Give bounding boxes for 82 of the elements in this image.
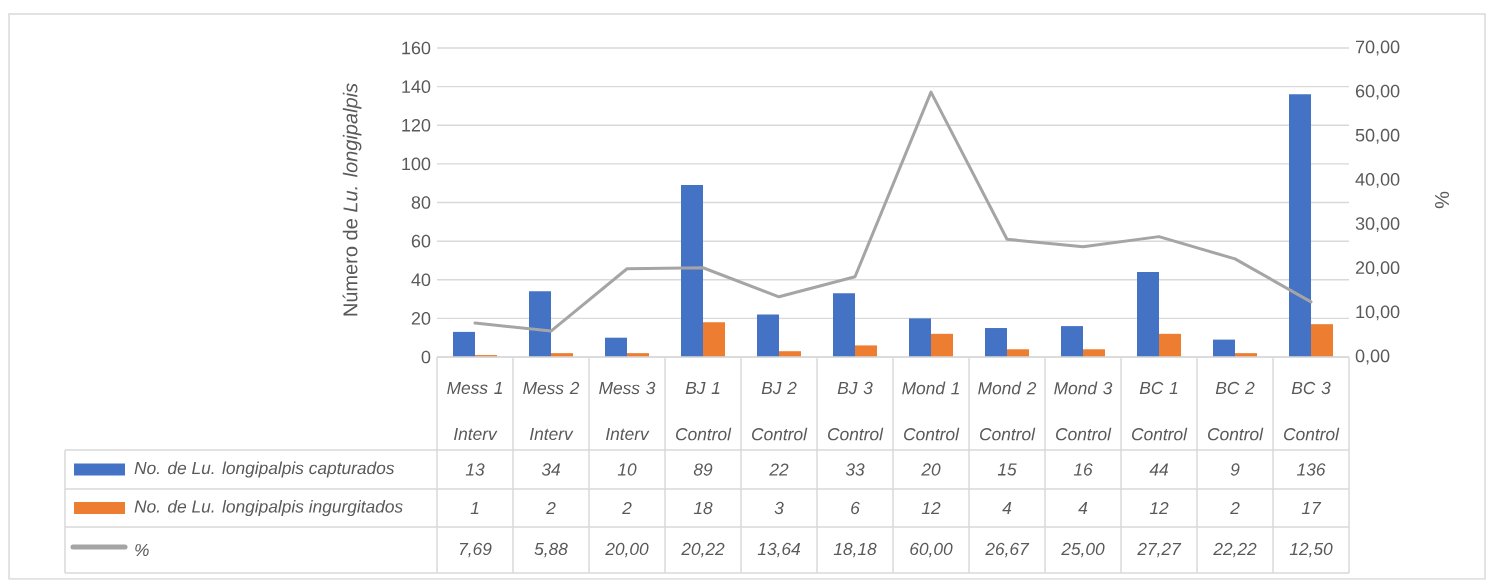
data-label: 20,00 — [605, 542, 649, 558]
y-tick-label: 20 — [411, 312, 431, 325]
data-label: 15 — [997, 463, 1017, 476]
data-label: 60,00 — [910, 542, 953, 558]
y2-tick-label: 50,00 — [1355, 128, 1400, 144]
x-tick-label: Mond 1 — [902, 381, 959, 395]
data-label: 33 — [845, 463, 865, 476]
data-label: 3 — [774, 501, 784, 515]
text: Control — [1056, 427, 1112, 441]
data-label: 16 — [1073, 463, 1093, 476]
legend-label: % — [135, 544, 149, 557]
y2-tick-label: 30,00 — [1355, 217, 1400, 233]
x-tick-label: BC 1 — [1139, 381, 1178, 395]
x-tick-label: BJ 2 — [761, 381, 797, 395]
x-tick-label: Mess 3 — [599, 381, 656, 395]
data-label: 26,67 — [985, 542, 1030, 558]
data-label: 89 — [693, 463, 713, 476]
x-tick-label: BJ 3 — [837, 381, 873, 395]
data-label: 44 — [1149, 463, 1168, 476]
legend-label: No. de Lu. longipalpis capturados — [134, 461, 395, 478]
data-label: 5,88 — [534, 542, 568, 558]
y-tick-label: 140 — [402, 80, 431, 94]
legend-label: No. de Lu. longipalpis ingurgitados — [134, 500, 403, 517]
data-label: 2 — [622, 502, 632, 515]
text: Control — [752, 427, 808, 441]
text: Control — [1208, 427, 1264, 441]
data-label: 18,18 — [833, 542, 877, 558]
text: Interv — [606, 428, 650, 441]
text: Control — [1132, 427, 1188, 441]
y-tick-label: 0 — [421, 350, 431, 364]
data-label: 10 — [617, 463, 637, 476]
y2-tick-label: 0,00 — [1355, 349, 1390, 365]
data-label: 17 — [1301, 502, 1322, 515]
data-label: 12 — [1149, 502, 1169, 515]
data-label: 34 — [541, 463, 560, 476]
data-label: 13,64 — [757, 542, 801, 558]
data-label: 136 — [1296, 463, 1326, 476]
x-tick-label: BJ 1 — [685, 382, 720, 395]
data-label: 20 — [921, 463, 941, 476]
text: Control — [904, 427, 960, 441]
y2-tick-label: 40,00 — [1355, 173, 1400, 188]
y2-axis-title: % — [1435, 191, 1449, 209]
text: Control — [980, 427, 1036, 441]
text: Control — [1284, 427, 1340, 441]
text: Control — [828, 427, 884, 441]
text: Interv — [454, 428, 498, 441]
data-label: 2 — [1230, 502, 1240, 515]
data-label: 22,22 — [1213, 542, 1257, 558]
data-label: 6 — [851, 501, 860, 515]
y2-tick-label: 20,00 — [1355, 261, 1400, 277]
data-label: 12,50 — [1289, 542, 1333, 558]
data-label: 9 — [1230, 463, 1240, 476]
data-label: 7,69 — [459, 542, 492, 558]
y-axis-title: Número de Lu. longipalpis — [342, 83, 362, 316]
data-label: 20,22 — [681, 542, 725, 558]
y-tick-label: 80 — [411, 196, 431, 209]
data-label: 1 — [470, 502, 479, 515]
y2-tick-label: 60,00 — [1355, 84, 1400, 100]
data-label: 27,27 — [1137, 542, 1182, 558]
data-label: 2 — [546, 502, 556, 515]
x-tick-label: Mess 2 — [523, 381, 580, 395]
x-tick-label: Mess 1 — [447, 382, 502, 395]
y-tick-label: 160 — [402, 41, 431, 55]
data-label: 18 — [693, 502, 713, 515]
data-label: 22 — [769, 463, 789, 476]
data-label: 12 — [921, 502, 941, 515]
text: Control — [676, 427, 732, 441]
data-label: 4 — [1078, 502, 1088, 515]
y-tick-label: 40 — [411, 273, 431, 287]
y-tick-label: 120 — [402, 119, 431, 132]
x-tick-label: BC 2 — [1215, 381, 1255, 395]
data-label: 25,00 — [1061, 542, 1105, 558]
y-tick-label: 60 — [411, 234, 431, 248]
text: Interv — [530, 428, 574, 441]
y-tick-label: 100 — [402, 157, 431, 171]
x-tick-label: Mond 3 — [1054, 381, 1113, 395]
y2-tick-label: 10,00 — [1356, 305, 1400, 321]
x-tick-label: BC 3 — [1291, 381, 1331, 395]
data-label: 4 — [1002, 502, 1012, 515]
y2-tick-label: 70,00 — [1355, 40, 1400, 56]
data-label: 13 — [465, 463, 485, 476]
x-tick-label: Mond 2 — [978, 381, 1037, 395]
